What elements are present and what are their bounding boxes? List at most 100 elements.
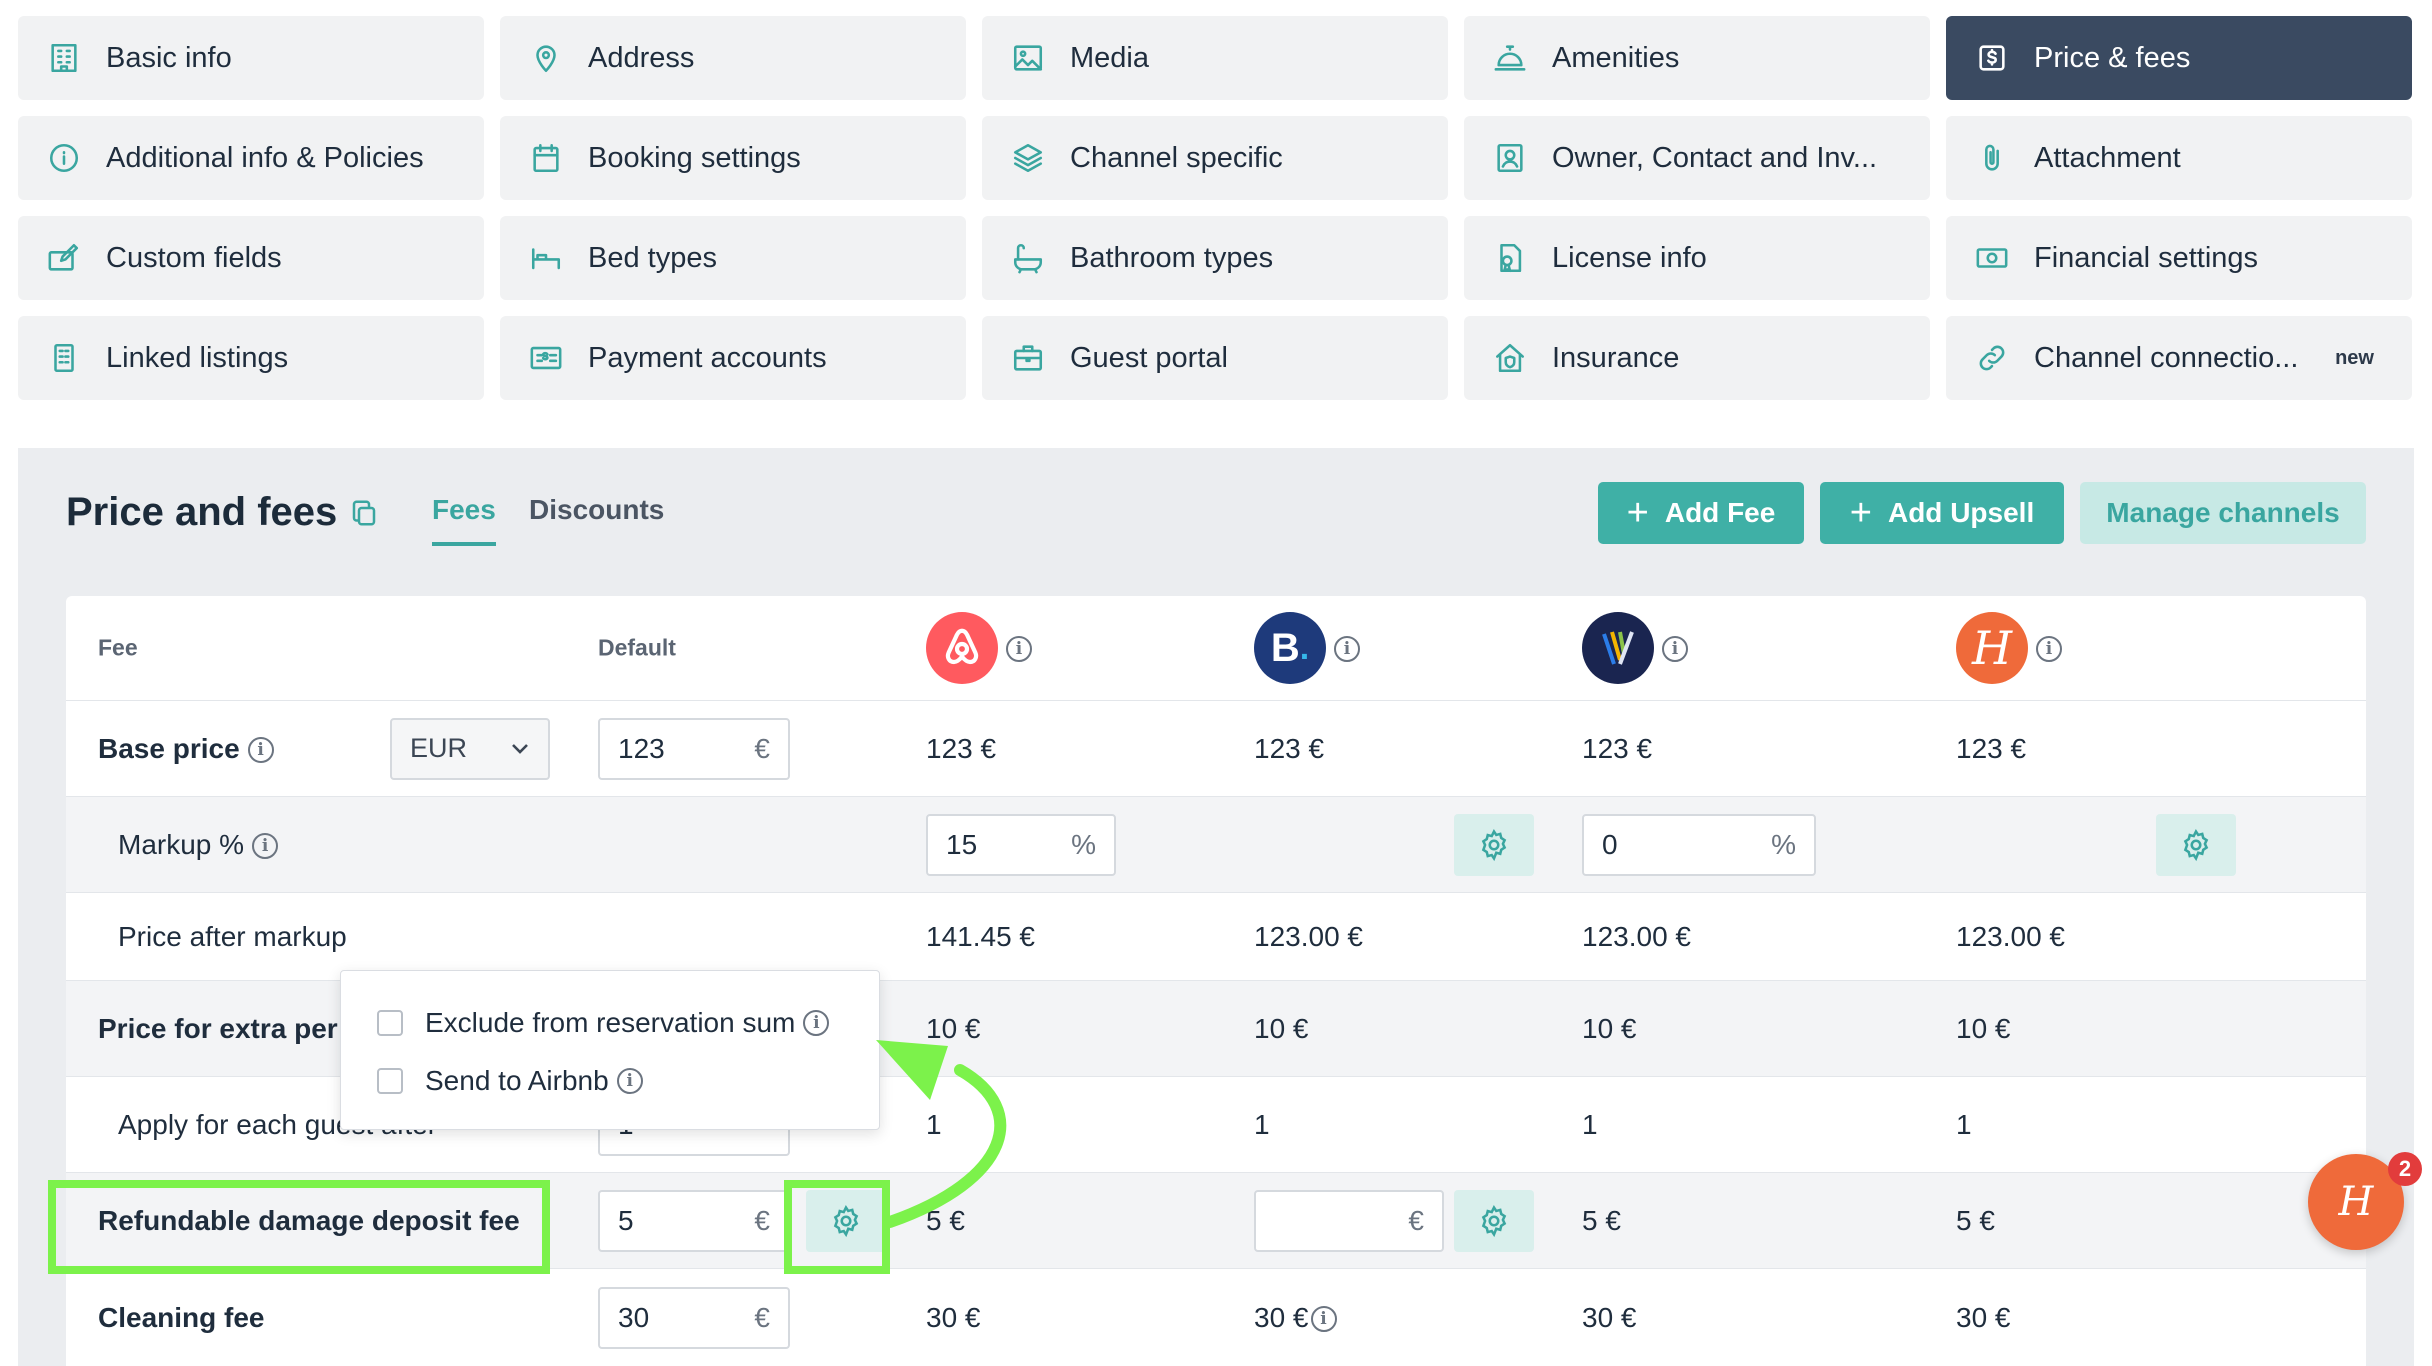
nav-item-channel-connectio[interactable]: Channel connectio... new [1946,316,2412,400]
add-upsell-button[interactable]: + Add Upsell [1820,482,2064,544]
nav-item-label: Payment accounts [588,341,827,374]
exclude-checkbox[interactable] [377,1010,403,1036]
damage-deposit-settings-button[interactable] [806,1189,886,1252]
markup-label: Markup % i [118,829,279,861]
exclude-info-icon[interactable]: i [803,1010,830,1036]
nav-item-label: Insurance [1552,341,1680,374]
vrbo-info-icon[interactable]: i [1662,636,1688,662]
nav-item-basic-info[interactable]: Basic info [18,16,484,100]
nav-item-label: Custom fields [106,241,282,274]
nav-item-guest-portal[interactable]: Guest portal [982,316,1448,400]
nav-item-media[interactable]: Media [982,16,1448,100]
nav-item-license-info[interactable]: License info [1464,216,1930,300]
euro-suffix: € [754,1301,770,1333]
nav-item-label: Additional info & Policies [106,141,424,174]
bathtub-icon [1010,240,1046,276]
price-after-markup-hostaway: 123.00 € [1956,920,2065,952]
damage-deposit-booking-input[interactable]: € [1254,1189,1444,1252]
price-after-markup-label: Price after markup [118,920,347,952]
page-title: Price and fees [66,490,379,535]
add-fee-button[interactable]: + Add Fee [1598,482,1804,544]
briefcase-icon [1010,340,1046,376]
send-airbnb-checkbox[interactable] [377,1068,403,1094]
percent-suffix: % [1071,828,1096,860]
nav-item-price-fees[interactable]: Price & fees [1946,16,2412,100]
nav-item-amenities[interactable]: Amenities [1464,16,1930,100]
booking-logo-icon: B. [1254,612,1326,684]
hostaway-info-icon[interactable]: i [2036,636,2062,662]
nav-item-label: Price & fees [2034,41,2191,74]
tab-discounts[interactable]: Discounts [529,494,665,525]
percent-suffix: % [1771,828,1796,860]
markup-airbnb-input[interactable]: 15% [926,813,1116,876]
calendar-icon [528,140,564,176]
nav-item-linked-listings[interactable]: Linked listings [18,316,484,400]
base-price-info-icon[interactable]: i [247,737,274,764]
markup-booking-settings-button[interactable] [1454,813,1534,876]
money-icon [1974,240,2010,276]
base-price-airbnb: 123 € [926,732,997,764]
nav-item-address[interactable]: Address [500,16,966,100]
airbnb-logo-icon [926,612,998,684]
highlight-deposit-gear [784,1180,890,1274]
new-badge: new [2335,346,2374,369]
nav-item-financial-settings[interactable]: Financial settings [1946,216,2412,300]
cleaning-fee-default-input[interactable]: 30 € [598,1286,790,1349]
exclude-option[interactable]: Exclude from reservation sum i [377,1007,830,1039]
price-after-markup-vrbo: 123.00 € [1582,920,1691,952]
cleaning-fee-booking-value: 30 € [1254,1301,1309,1333]
nav-item-owner-contact-and-inv[interactable]: Owner, Contact and Inv... [1464,116,1930,200]
nav-item-bathroom-types[interactable]: Bathroom types [982,216,1448,300]
header-fee: Fee [98,634,138,661]
copy-icon[interactable] [349,498,379,528]
manage-channels-button[interactable]: Manage channels [2080,482,2366,544]
table-row-price-after-markup: Price after markup 141.45 € 123.00 € 123… [66,892,2366,980]
nav-item-attachment[interactable]: Attachment [1946,116,2412,200]
damage-deposit-airbnb: 5 € [926,1204,965,1236]
hostaway-logo-icon: H [1956,612,2028,684]
markup-airbnb-value: 15 [946,828,978,860]
base-price-default-value: 123 [618,732,665,764]
booking-info-icon[interactable]: i [1334,636,1360,662]
markup-info-icon[interactable]: i [252,833,279,860]
damage-deposit-default-value: 5 [618,1204,634,1236]
image-icon [1010,40,1046,76]
nav-item-payment-accounts[interactable]: Payment accounts [500,316,966,400]
send-airbnb-option[interactable]: Send to Airbnb i [377,1065,643,1097]
nav-item-insurance[interactable]: Insurance [1464,316,1930,400]
base-price-hostaway: 123 € [1956,732,2027,764]
currency-select[interactable]: EUR [390,717,550,780]
damage-deposit-default-input[interactable]: 5 € [598,1189,790,1252]
markup-hostaway-settings-button[interactable] [2156,813,2236,876]
house-shield-icon [1492,340,1528,376]
damage-deposit-vrbo: 5 € [1582,1204,1621,1236]
nav-item-channel-specific[interactable]: Channel specific [982,116,1448,200]
base-price-default-input[interactable]: 123 € [598,717,790,780]
cleaning-fee-booking: 30 € i [1254,1302,1337,1334]
vrbo-logo-icon [1582,612,1654,684]
apply-guest-booking: 1 [1254,1108,1270,1140]
nav-item-bed-types[interactable]: Bed types [500,216,966,300]
nav-item-additional-info-policies[interactable]: Additional info & Policies [18,116,484,200]
nav-item-label: Basic info [106,41,232,74]
send-airbnb-label: Send to Airbnb [425,1065,609,1096]
nav-item-custom-fields[interactable]: Custom fields [18,216,484,300]
cleaning-fee-booking-info-icon[interactable]: i [1310,1306,1337,1333]
building-icon [46,40,82,76]
exclude-label: Exclude from reservation sum [425,1007,796,1038]
nav-item-label: Financial settings [2034,241,2259,274]
euro-suffix: € [1408,1204,1424,1236]
tab-fees[interactable]: Fees [432,494,496,525]
airbnb-info-icon[interactable]: i [1006,636,1032,662]
send-airbnb-info-icon[interactable]: i [616,1068,643,1094]
payment-card-icon [528,340,564,376]
nav-item-label: Linked listings [106,341,289,374]
nav-item-booking-settings[interactable]: Booking settings [500,116,966,200]
nav-item-label: Address [588,41,695,74]
table-header-row: Fee Default i B. i i H i [66,596,2366,700]
damage-deposit-booking-settings-button[interactable] [1454,1189,1534,1252]
base-price-booking: 123 € [1254,732,1325,764]
markup-vrbo-input[interactable]: 0% [1582,813,1816,876]
edit-field-icon [46,240,82,276]
add-fee-label: Add Fee [1664,497,1776,528]
